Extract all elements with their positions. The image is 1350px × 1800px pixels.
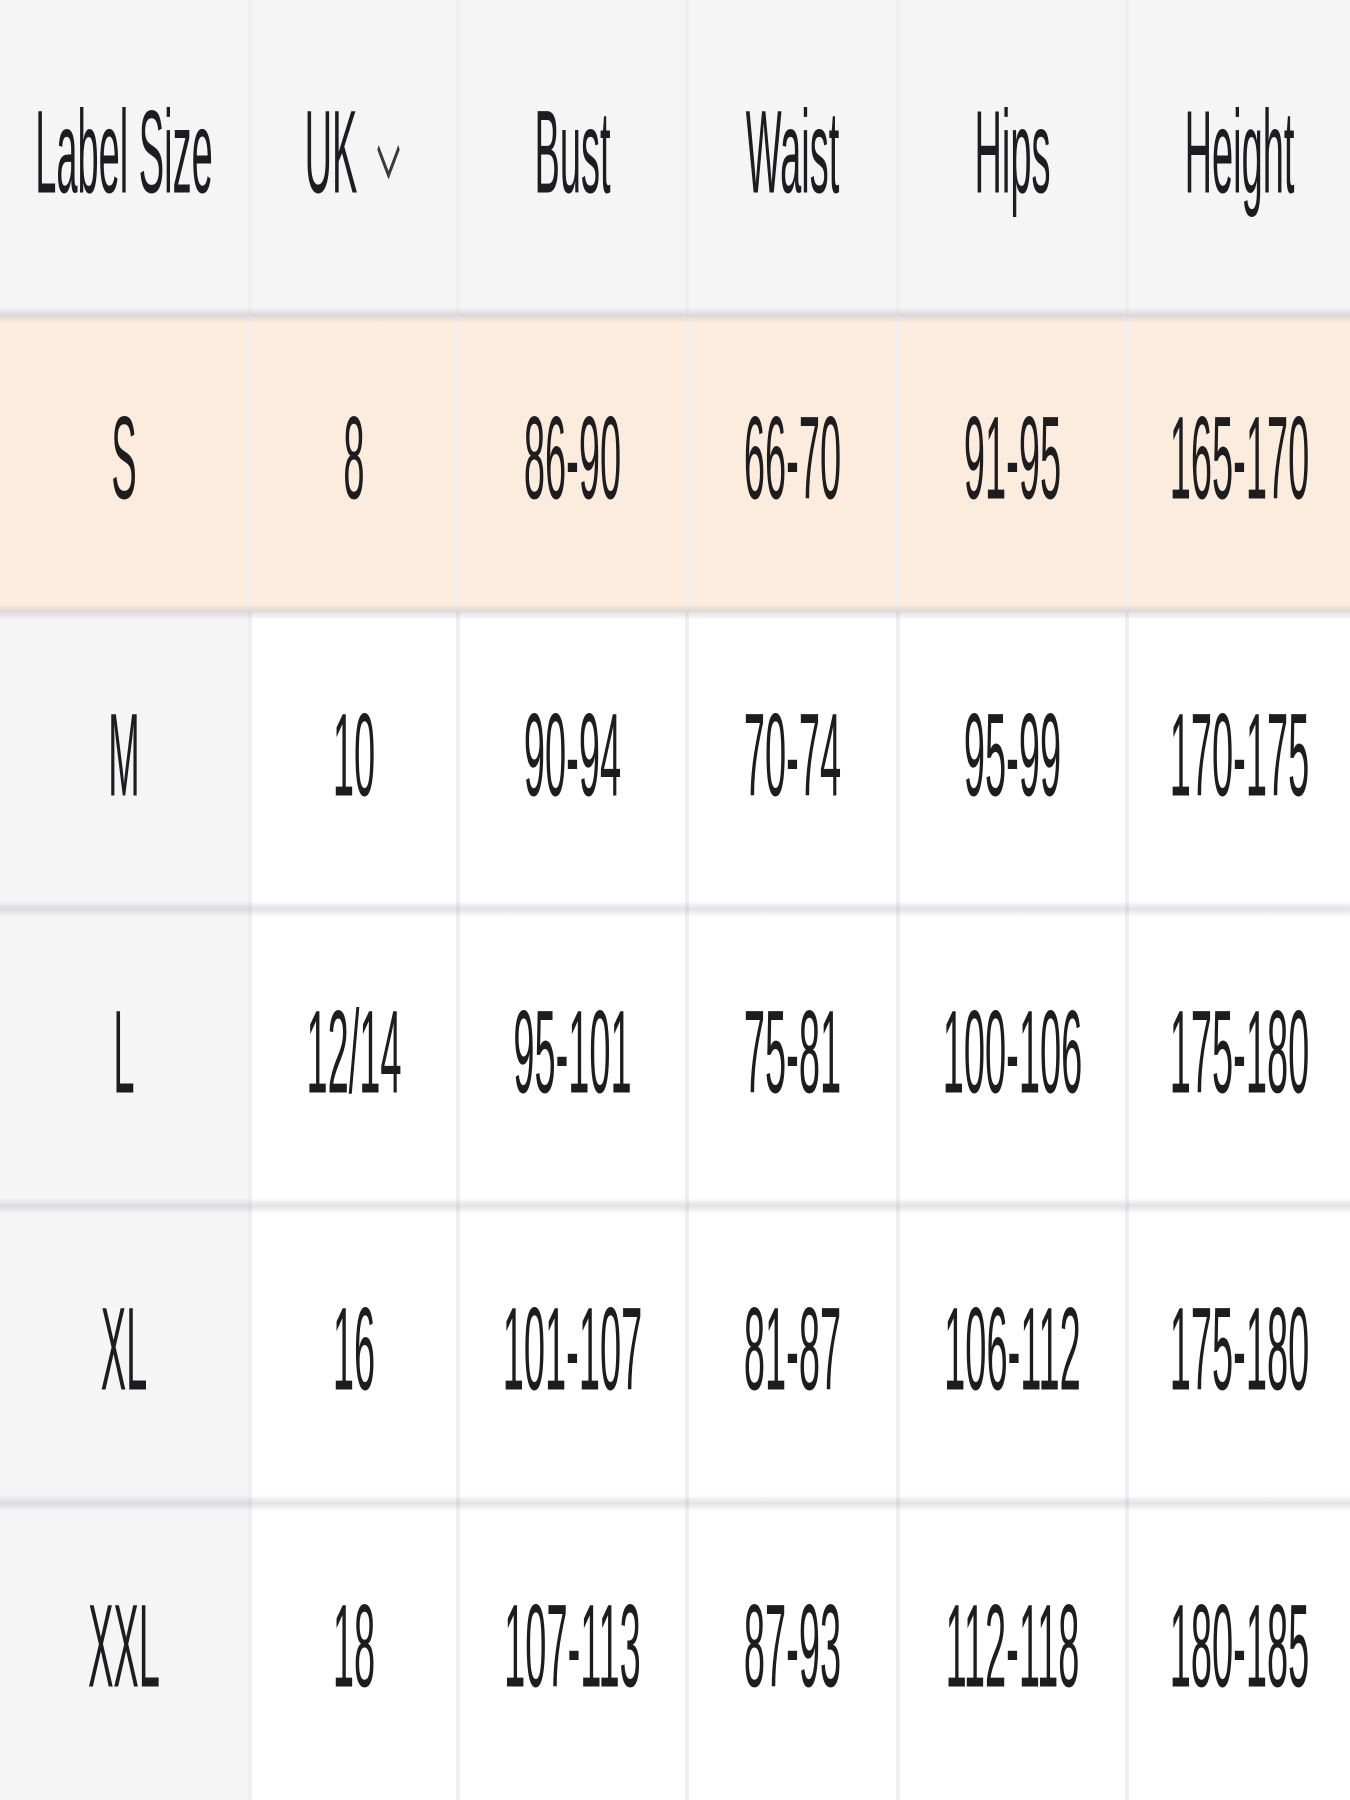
cell-value: 10 <box>332 692 376 823</box>
cell-label-size: L <box>0 909 248 1206</box>
cell-value: 175-180 <box>1169 989 1310 1120</box>
table-row: XL 16 101-107 81-87 106-112 175-180 <box>0 1198 1350 1503</box>
cell-value: 18 <box>332 1583 376 1714</box>
table-row: S 8 86-90 66-70 91-95 165-170 <box>0 307 1350 612</box>
cell-uk: 18 <box>248 1503 456 1800</box>
cell-hips: 91-95 <box>896 315 1125 612</box>
cell-value: 107-113 <box>504 1583 641 1714</box>
cell-value: S <box>111 395 137 526</box>
cell-value: 75-81 <box>743 989 842 1120</box>
cell-hips: 112-118 <box>896 1503 1125 1800</box>
cell-value: 95-101 <box>513 989 632 1120</box>
col-header-label: Height <box>1184 89 1295 220</box>
col-header-height: Height <box>1125 0 1350 315</box>
col-header-label: Label Size <box>35 89 213 220</box>
col-header-uk-dropdown[interactable]: UK <box>248 0 456 315</box>
cell-value: 106-112 <box>944 1286 1081 1417</box>
cell-waist: 81-87 <box>685 1206 896 1503</box>
cell-value: 86-90 <box>523 395 622 526</box>
cell-value: 100-106 <box>942 989 1083 1120</box>
cell-label-size: M <box>0 612 248 909</box>
cell-value: 90-94 <box>523 692 622 823</box>
cell-value: L <box>113 989 135 1120</box>
table-row: M 10 90-94 70-74 95-99 170-175 <box>0 604 1350 909</box>
table-row: XXL 18 107-113 87-93 112-118 180-185 <box>0 1495 1350 1800</box>
col-header-label-size: Label Size <box>0 0 248 315</box>
cell-hips: 100-106 <box>896 909 1125 1206</box>
chevron-down-icon <box>377 145 401 181</box>
cell-waist: 70-74 <box>685 612 896 909</box>
cell-value: 95-99 <box>963 692 1062 823</box>
cell-value: M <box>108 692 140 823</box>
cell-value: 12/14 <box>306 989 402 1120</box>
cell-bust: 107-113 <box>456 1503 685 1800</box>
cell-bust: 90-94 <box>456 612 685 909</box>
cell-uk: 16 <box>248 1206 456 1503</box>
header-row: Label Size UK Bust Waist Hips Heigh <box>0 0 1350 315</box>
cell-waist: 66-70 <box>685 315 896 612</box>
cell-value: XXL <box>88 1583 160 1714</box>
cell-waist: 87-93 <box>685 1503 896 1800</box>
cell-uk: 8 <box>248 315 456 612</box>
cell-hips: 106-112 <box>896 1206 1125 1503</box>
cell-value: 66-70 <box>743 395 842 526</box>
cell-uk: 10 <box>248 612 456 909</box>
cell-bust: 86-90 <box>456 315 685 612</box>
cell-value: 70-74 <box>743 692 842 823</box>
cell-value: 180-185 <box>1169 1583 1310 1714</box>
cell-value: XL <box>100 1286 148 1417</box>
col-header-label: Hips <box>974 89 1051 220</box>
col-header-label: Waist <box>745 89 840 220</box>
col-header-bust: Bust <box>456 0 685 315</box>
cell-bust: 101-107 <box>456 1206 685 1503</box>
cell-value: 81-87 <box>743 1286 842 1417</box>
cell-value: 112-118 <box>945 1583 1080 1714</box>
cell-value: 91-95 <box>963 395 1062 526</box>
col-header-hips: Hips <box>896 0 1125 315</box>
cell-height: 170-175 <box>1125 612 1350 909</box>
cell-label-size: XXL <box>0 1503 248 1800</box>
table-row: L 12/14 95-101 75-81 100-106 175-180 <box>0 901 1350 1206</box>
uk-dropdown-label: UK <box>304 89 358 220</box>
cell-bust: 95-101 <box>456 909 685 1206</box>
cell-hips: 95-99 <box>896 612 1125 909</box>
cell-value: 16 <box>332 1286 376 1417</box>
cell-label-size: XL <box>0 1206 248 1503</box>
cell-value: 165-170 <box>1169 395 1310 526</box>
cell-height: 165-170 <box>1125 315 1350 612</box>
cell-value: 175-180 <box>1169 1286 1310 1417</box>
cell-waist: 75-81 <box>685 909 896 1206</box>
col-header-waist: Waist <box>685 0 896 315</box>
cell-value: 170-175 <box>1169 692 1310 823</box>
cell-uk: 12/14 <box>248 909 456 1206</box>
cell-value: 101-107 <box>502 1286 643 1417</box>
cell-label-size: S <box>0 315 248 612</box>
cell-value: 8 <box>343 395 365 526</box>
col-header-label: Bust <box>534 89 611 220</box>
cell-value: 87-93 <box>743 1583 842 1714</box>
cell-height: 180-185 <box>1125 1503 1350 1800</box>
cell-height: 175-180 <box>1125 1206 1350 1503</box>
cell-height: 175-180 <box>1125 909 1350 1206</box>
